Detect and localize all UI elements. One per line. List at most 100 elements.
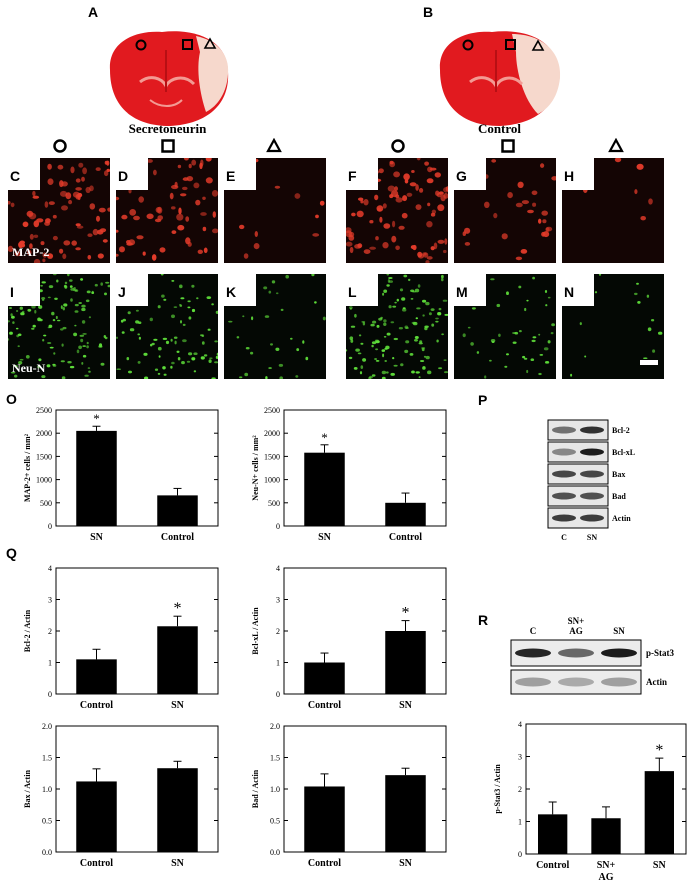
- plot-frame: [55, 409, 219, 527]
- cell-mark: [105, 281, 110, 284]
- cell-mark: [431, 209, 437, 214]
- cell-mark: [515, 256, 523, 261]
- cell-mark: [425, 260, 430, 263]
- cell-mark: [102, 239, 108, 243]
- cell-mark: [182, 323, 186, 326]
- square-column-icon: [161, 139, 175, 153]
- cell-mark: [403, 274, 408, 278]
- bar: [76, 659, 117, 694]
- cell-mark: [385, 345, 390, 350]
- cell-mark: [302, 340, 305, 344]
- cell-mark: [104, 170, 109, 177]
- y-tick-label: 0.0: [270, 848, 280, 857]
- cell-mark: [243, 253, 249, 259]
- cell-mark: [212, 228, 218, 234]
- cell-mark: [173, 336, 178, 339]
- cell-mark: [82, 345, 86, 347]
- cell-mark: [55, 315, 58, 320]
- cell-mark: [81, 304, 86, 308]
- cell-mark: [47, 163, 52, 170]
- y-tick-label: 1000: [264, 476, 280, 485]
- x-tick-label: Control: [80, 700, 113, 711]
- y-tick-label: 3: [518, 753, 522, 762]
- cell-mark: [171, 280, 175, 282]
- bar: [385, 631, 426, 694]
- cell-mark: [390, 372, 395, 376]
- cell-mark: [10, 313, 13, 317]
- cell-mark: [280, 308, 284, 311]
- chart-bclxl-actin: 0 1 2 3 4 Bcl-xL / Actin Control SN *: [251, 564, 447, 711]
- cell-mark: [92, 228, 99, 236]
- cell-mark: [157, 305, 161, 309]
- blot-band-label: Bcl-xL: [612, 448, 635, 457]
- panel-label-o: O: [6, 391, 17, 407]
- cell-mark: [437, 312, 442, 316]
- micro-image: [8, 158, 110, 263]
- y-tick-label: 2: [518, 785, 522, 794]
- cell-mark: [435, 317, 439, 320]
- cell-mark: [78, 162, 84, 168]
- bar: [385, 775, 426, 852]
- cell-mark: [153, 169, 157, 176]
- blot-band: [558, 648, 594, 658]
- cell-mark: [74, 310, 79, 313]
- cell-mark: [60, 190, 68, 197]
- cell-mark: [504, 365, 508, 368]
- blot-band: [552, 448, 576, 456]
- cell-mark: [228, 320, 233, 323]
- micro-panel-h: H: [562, 158, 664, 263]
- cell-mark: [75, 187, 82, 191]
- blot-strip: [547, 441, 609, 463]
- cell-mark: [523, 357, 528, 360]
- y-axis-label: p-Stat3 / Actin: [493, 764, 502, 814]
- y-tick-label: 1.0: [42, 785, 52, 794]
- scale-bar: [640, 360, 658, 365]
- micro-panel-m: M: [454, 274, 556, 379]
- cell-mark: [104, 292, 107, 296]
- cell-mark: [53, 274, 57, 276]
- bar: [157, 768, 198, 852]
- micro-panel-l: L: [346, 274, 448, 379]
- cell-mark: [422, 366, 426, 370]
- cell-mark: [388, 277, 393, 279]
- cell-mark: [531, 190, 538, 196]
- cell-mark: [88, 370, 91, 373]
- cell-mark: [121, 214, 128, 220]
- cell-mark: [88, 316, 91, 319]
- panel-label-q: Q: [6, 545, 17, 561]
- triangle-column-icon: [608, 138, 624, 153]
- cell-mark: [409, 182, 417, 187]
- cell-mark: [69, 285, 73, 288]
- cell-mark: [71, 240, 77, 246]
- cell-mark: [29, 233, 34, 240]
- cell-mark: [242, 315, 245, 318]
- cell-mark: [89, 203, 96, 210]
- cell-mark: [422, 314, 425, 317]
- cell-mark: [416, 158, 421, 161]
- cell-mark: [464, 242, 471, 246]
- cell-mark: [263, 286, 268, 290]
- blot-band: [580, 426, 604, 434]
- cell-mark: [350, 339, 354, 343]
- cell-mark: [363, 199, 369, 206]
- cell-mark: [436, 339, 439, 343]
- cell-mark: [146, 159, 153, 163]
- micro-panel-e: E: [224, 158, 326, 263]
- y-tick-label: 0: [518, 850, 522, 859]
- blot-band-label: Bax: [612, 470, 625, 479]
- x-tick-label: SN: [90, 532, 104, 543]
- cell-mark: [214, 340, 218, 343]
- chart-neun-cells: 0 500 1000 1500 2000 2500 Neu-N+ cells / mm² SN…: [251, 406, 447, 543]
- cell-mark: [427, 166, 433, 173]
- cell-mark: [371, 344, 374, 348]
- cell-mark: [188, 316, 192, 320]
- cell-mark: [179, 304, 182, 306]
- cell-mark: [401, 212, 408, 219]
- cell-mark: [389, 194, 394, 199]
- cell-mark: [295, 375, 299, 378]
- cell-mark: [70, 298, 73, 302]
- cell-mark: [491, 159, 497, 163]
- cell-mark: [490, 278, 495, 281]
- panel-label-l: L: [348, 284, 357, 300]
- y-tick-label: 0: [276, 522, 280, 531]
